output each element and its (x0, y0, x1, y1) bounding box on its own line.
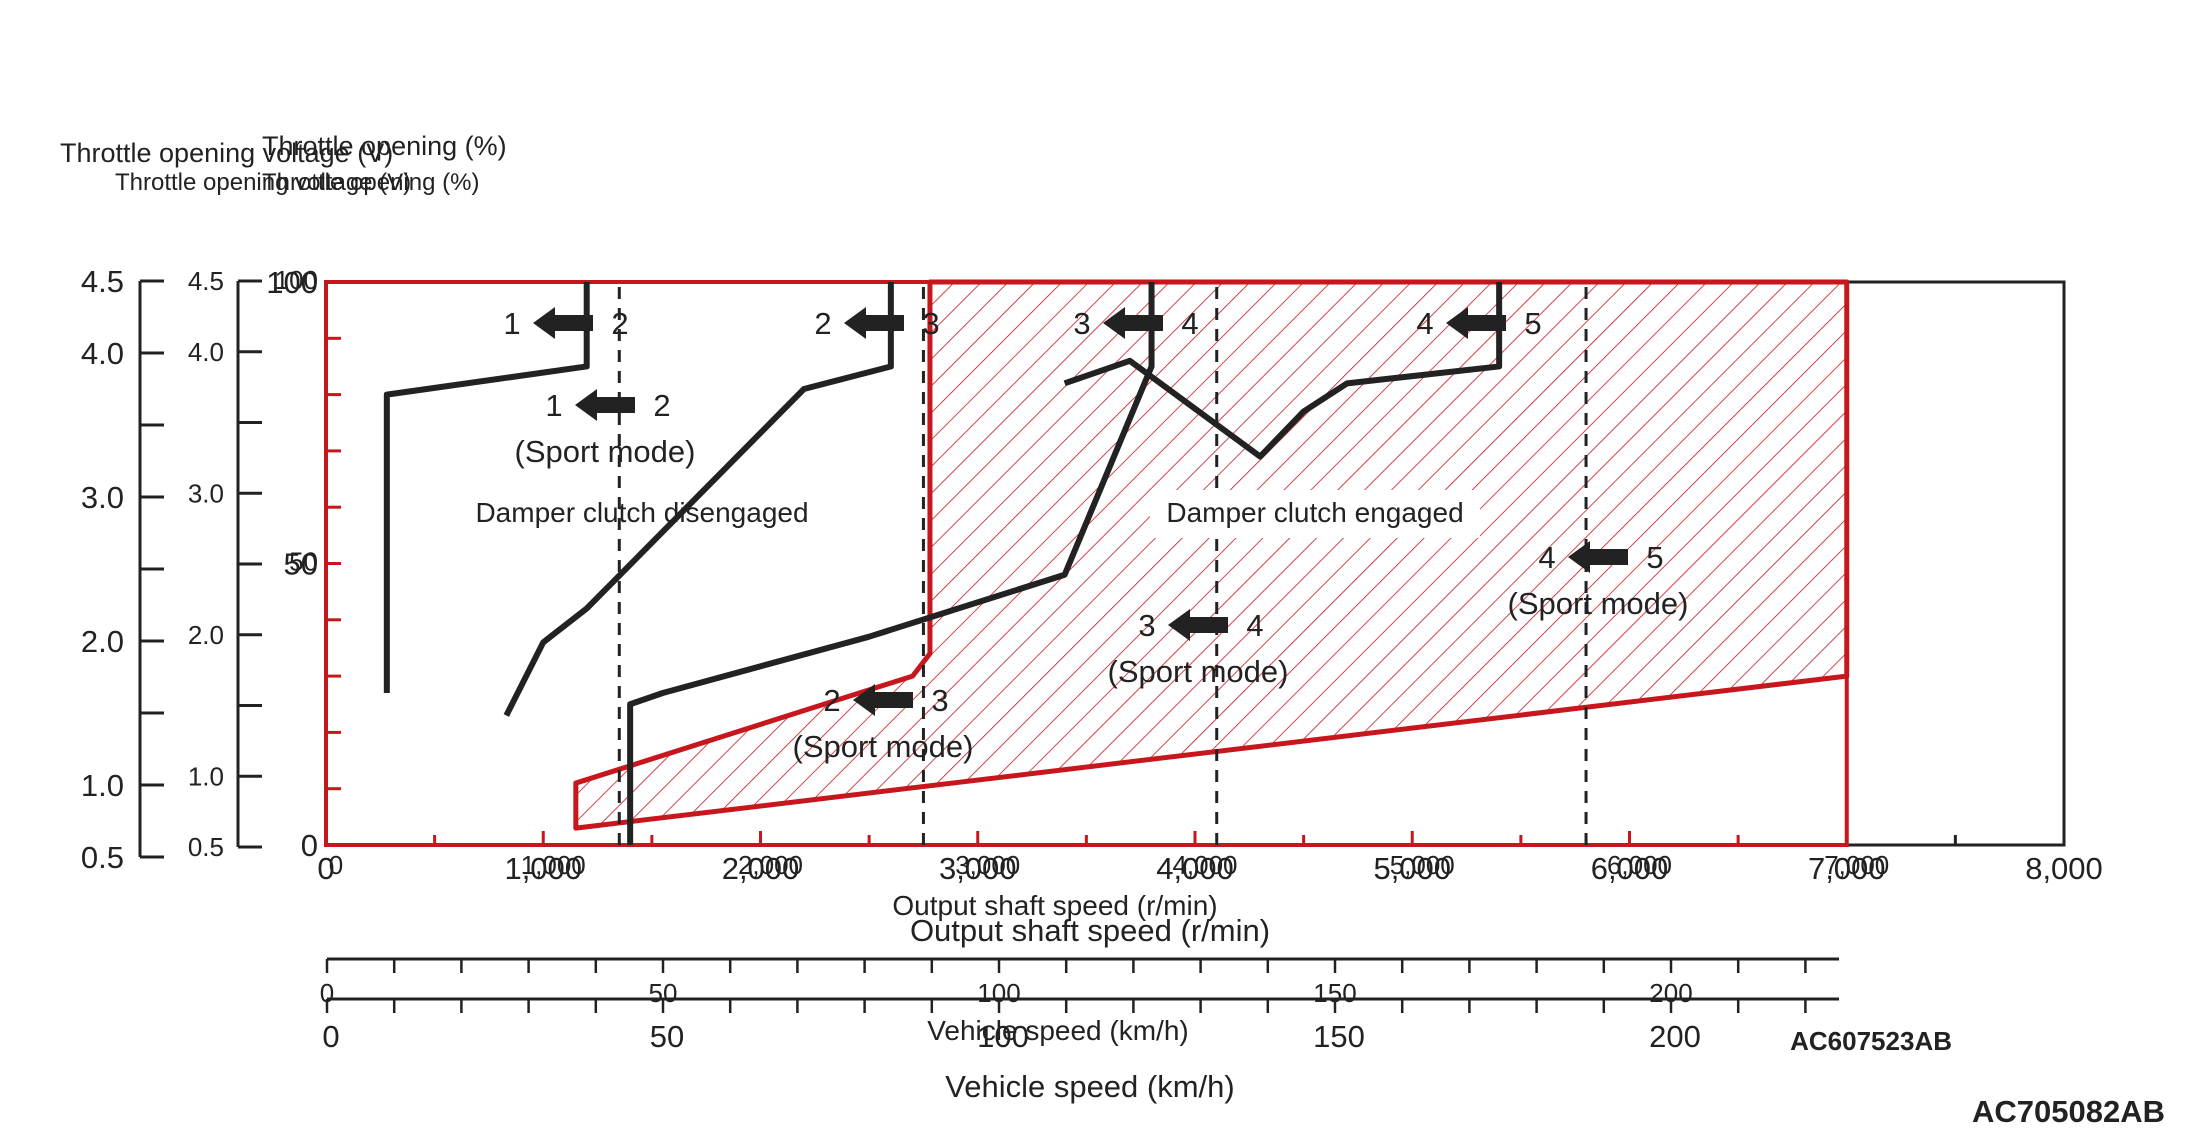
engaged-label-bg (1150, 490, 1480, 538)
percent-tick-label: 50 (284, 547, 318, 582)
y-title-voltage: Throttle opening voltage (V) (60, 138, 393, 168)
shift-arrow-icon (853, 684, 913, 716)
x-tick-label-inner: 3,000 (955, 850, 1020, 880)
voltage-tick-label-inner: 3.0 (188, 478, 224, 508)
speed-tick-label: 100 (977, 1019, 1029, 1054)
shift-arrow-icon (844, 307, 904, 339)
speed-title: Vehicle speed (km/h) (945, 1069, 1234, 1104)
speed-tick-label-small: 150 (1313, 978, 1356, 1008)
shift-arrow-icon (1568, 541, 1628, 573)
shift-to-label: 5 (1646, 540, 1663, 575)
sport-mode-label: (Sport mode) (793, 729, 974, 764)
figure-code: AC705082AB (1972, 1094, 2165, 1129)
shift-arrow-icon (575, 389, 635, 421)
voltage-tick-label-outer: 4.0 (81, 336, 124, 371)
solid-line-2 (627, 282, 1155, 845)
speed-tick-label-small: 200 (1649, 978, 1692, 1008)
shift-arrow-icon (1168, 609, 1228, 641)
axes: 0 1,000 2,000 3,000 4,000 5,000 6,000 7,000 8,00… (81, 264, 2103, 1054)
speed-tick-label: 150 (1313, 1019, 1365, 1054)
percent-tick-label: 0 (301, 828, 318, 863)
x-tick-label-outer: 6,000 (1591, 851, 1669, 886)
voltage-tick-label-outer: 2.0 (81, 624, 124, 659)
speed-tick-label-small: 0 (320, 978, 334, 1008)
x-tick-label-inner: 5,000 (1390, 850, 1455, 880)
speed-tick-label-small: 50 (649, 978, 678, 1008)
shift-to-label: 4 (1181, 306, 1198, 341)
x-tick-label-inner: 0 (329, 850, 343, 880)
shift-arrow-icon (1446, 307, 1506, 339)
voltage-tick-label-outer: 0.5 (81, 840, 124, 875)
engaged-label: Damper clutch engaged (1166, 497, 1463, 528)
voltage-tick-label-inner: 2.0 (188, 620, 224, 650)
shift-from-label: 2 (823, 683, 840, 718)
x-tick-label-outer: 8,000 (2025, 851, 2103, 886)
voltage-tick-label-inner: 0.5 (188, 832, 224, 862)
speed-tick-label-small: 100 (977, 978, 1020, 1008)
x-tick-label-inner: 6,000 (1607, 850, 1672, 880)
x-title-small: Output shaft speed (r/min) (892, 890, 1217, 921)
shift-from-label: 4 (1538, 540, 1555, 575)
shift-to-label: 2 (653, 388, 670, 423)
shift-to-label: 3 (922, 306, 939, 341)
voltage-tick-label-outer: 1.0 (81, 768, 124, 803)
annotations: Damper clutch disengaged Damper clutch en… (475, 306, 1688, 764)
x-tick-label-outer: 0 (317, 851, 334, 886)
shift-arrow-icon (533, 307, 593, 339)
x-tick-label-inner: 1,000 (521, 850, 586, 880)
y-title-percent-small: Throttle opening (%) (262, 169, 479, 196)
shift-from-label: 3 (1073, 306, 1090, 341)
y-title-percent: Throttle opening (%) (262, 131, 507, 161)
shift-from-label: 1 (503, 306, 520, 341)
sport-mode-label: (Sport mode) (1108, 654, 1289, 689)
percent-tick-label-small: 100 (275, 265, 318, 295)
x-tick-label-outer: 2,000 (722, 851, 800, 886)
voltage-tick-label-inner: 1.0 (188, 761, 224, 791)
solid-line-3 (1063, 282, 1503, 460)
shift-from-label: 1 (545, 388, 562, 423)
shift-from-label: 3 (1138, 608, 1155, 643)
speed-tick-label: 0 (322, 1019, 339, 1054)
speed-title-small: Vehicle speed (km/h) (927, 1015, 1188, 1046)
speed-tick-label: 50 (650, 1019, 684, 1054)
shift-to-label: 3 (931, 683, 948, 718)
sport-mode-label: (Sport mode) (1508, 586, 1689, 621)
voltage-tick-label-inner: 4.0 (188, 337, 224, 367)
shift-from-label: 4 (1416, 306, 1433, 341)
voltage-tick-label-inner: 4.5 (188, 266, 224, 296)
x-tick-label-outer: 1,000 (504, 851, 582, 886)
shift-arrow-icon (1103, 307, 1163, 339)
x-title: Output shaft speed (r/min) (910, 913, 1270, 948)
x-tick-label-outer: 4,000 (1156, 851, 1234, 886)
figure-code-small: AC607523AB (1790, 1026, 1952, 1056)
sport-mode-label: (Sport mode) (515, 434, 696, 469)
x-tick-label-outer: 3,000 (939, 851, 1017, 886)
shift-to-label: 2 (611, 306, 628, 341)
x-tick-label-inner: 7,000 (1824, 850, 1889, 880)
voltage-tick-label-outer: 4.5 (81, 264, 124, 299)
shift-lines (383, 282, 1588, 845)
percent-tick-label-small: 50 (289, 547, 318, 577)
x-tick-label-outer: 5,000 (1373, 851, 1451, 886)
solid-line-1 (503, 282, 894, 717)
shift-from-label: 2 (814, 306, 831, 341)
x-tick-label-inner: 4,000 (1172, 850, 1237, 880)
shift-to-label: 5 (1524, 306, 1541, 341)
shift-to-label: 4 (1246, 608, 1263, 643)
percent-tick-label: 100 (266, 265, 318, 300)
disengaged-label: Damper clutch disengaged (475, 497, 808, 528)
y-title-voltage-small: Throttle opening voltage (V) (115, 169, 411, 196)
speed-tick-label: 200 (1649, 1019, 1701, 1054)
x-tick-label-outer: 7,000 (1808, 851, 1886, 886)
x-tick-label-inner: 2,000 (738, 850, 803, 880)
voltage-tick-label-outer: 3.0 (81, 480, 124, 515)
